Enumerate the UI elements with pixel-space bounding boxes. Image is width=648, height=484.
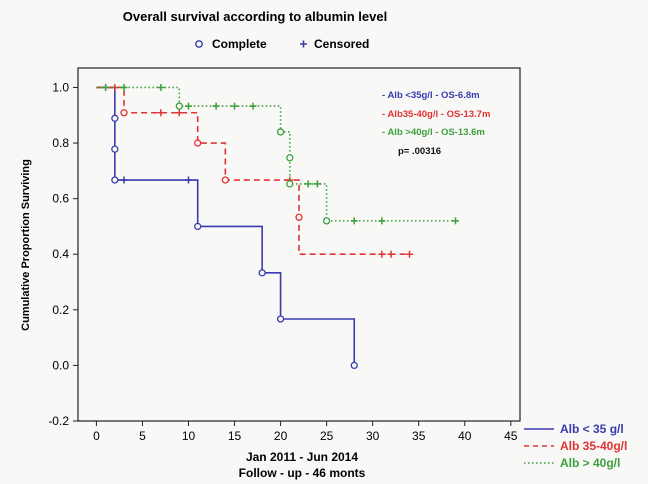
x-tick-label: 30 [366,429,380,443]
y-tick-label: 0.8 [52,136,69,150]
censored-point-alb-high [120,83,128,91]
annotation-alb-high: - Alb >40g/l - OS-13.6m [382,127,485,138]
censored-point-alb-mid [157,109,165,117]
chart-title: Overall survival according to albumin le… [123,9,387,24]
x-tick-label: 25 [320,429,334,443]
complete-point-alb-mid [120,109,128,117]
marker-legend: Complete Censored [195,37,369,51]
complete-point-alb-high [286,154,294,162]
complete-point-alb-mid [295,213,303,221]
complete-point-alb-low [276,315,285,323]
complete-point-alb-high [322,217,331,225]
legend-censored-label: Censored [314,37,369,51]
y-tick-label: 0.0 [52,358,69,372]
complete-point-alb-mid [194,139,202,147]
censored-point-alb-high [157,83,165,91]
annotation-alb-mid: - Alb35-40g/l - OS-13.7m [382,109,490,120]
annotation-p-value: p= .00316 [398,146,441,157]
censored-point-alb-high [378,217,386,225]
x-tick-label: 10 [182,429,196,443]
plot-area [77,67,521,422]
x-tick-label: 45 [504,429,518,443]
complete-point-alb-mid [221,176,229,184]
complete-point-alb-high [286,180,294,188]
censored-point-alb-high [304,180,312,188]
censored-point-alb-low [120,176,128,184]
y-axis-label: Cumulative Proportion Surviving [20,159,32,331]
series-line-alb-mid [96,86,410,256]
complete-point-alb-low [111,114,119,122]
censored-point-alb-mid [175,109,183,117]
complete-point-alb-low [350,361,358,370]
censored-point-alb-high [350,217,358,225]
x-axis-ticks: 0 5 10 15 20 25 30 35 40 45 [93,421,518,443]
x-axis-label-line1: Jan 2011 - Jun 2014 [246,450,358,464]
censored-point-alb-high [185,102,192,110]
censored-marker-icon [300,40,307,48]
complete-point-alb-low [194,222,202,231]
complete-point-alb-low [258,269,266,277]
x-tick-label: 5 [139,429,146,443]
x-tick-label: 0 [93,429,100,443]
annotation-alb-low: - Alb <35g/l - OS-6.8m [382,90,480,101]
y-tick-label: -0.2 [48,414,69,428]
y-tick-label: 0.6 [52,192,69,206]
y-tick-label: 1.0 [52,80,69,94]
legend-label-alb-high: Alb > 40g/l [560,456,620,470]
censored-point-alb-mid [406,250,413,258]
x-tick-label: 40 [458,429,472,443]
censored-point-alb-mid [387,250,395,258]
series-layer [96,83,460,370]
x-tick-label: 35 [412,429,426,443]
legend-label-alb-low: Alb < 35 g/l [560,422,624,436]
series-legend: Alb < 35 g/l Alb 35-40g/l Alb > 40g/l [524,422,627,470]
censored-point-alb-mid [378,250,386,258]
x-axis-label-line2: Follow - up - 46 monts [239,466,366,480]
censored-point-alb-high [231,102,239,110]
censored-point-alb-high [313,180,321,188]
censored-point-alb-high [249,102,257,110]
complete-marker-icon [195,40,203,48]
censored-point-alb-low [185,176,192,184]
censored-point-alb-high [212,102,220,110]
y-axis-ticks: -0.2 0.0 0.2 0.4 0.6 0.8 1.0 [48,80,78,428]
y-tick-label: 0.2 [52,303,69,317]
os-annotations: - Alb <35g/l - OS-6.8m - Alb35-40g/l - O… [382,90,490,157]
legend-label-alb-mid: Alb 35-40g/l [560,439,627,453]
legend-complete-label: Complete [212,37,267,51]
complete-point-alb-low [111,145,119,153]
censored-point-alb-high [452,217,460,225]
x-tick-label: 15 [228,429,242,443]
complete-point-alb-low [111,176,119,184]
complete-point-alb-high [276,128,285,136]
y-tick-label: 0.4 [52,247,69,261]
censored-point-alb-high [102,83,110,91]
complete-point-alb-high [175,102,183,110]
x-tick-label: 20 [274,429,288,443]
